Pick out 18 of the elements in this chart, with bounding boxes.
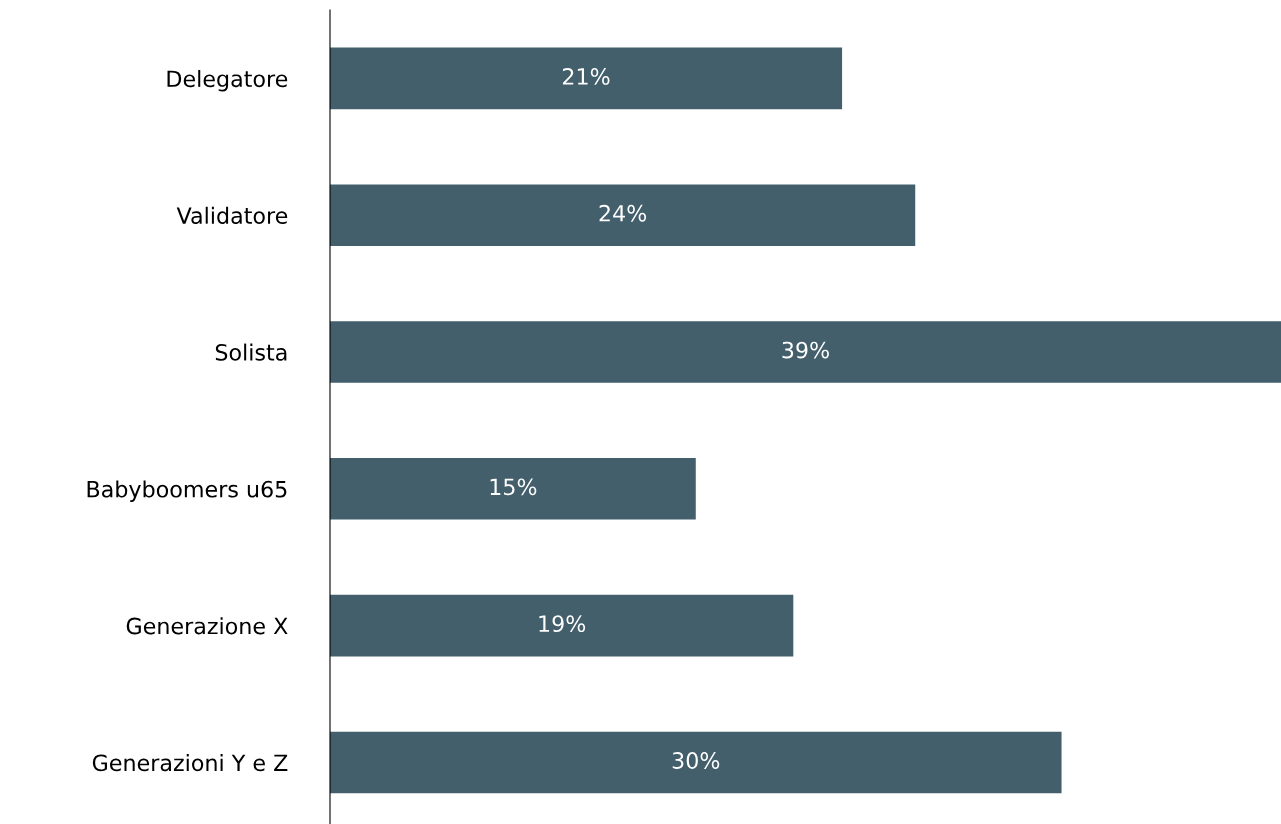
data-label: 19% — [539, 615, 586, 633]
bar — [330, 594, 794, 657]
y-tick-label: Generazioni Y e Z — [92, 753, 288, 772]
data-label: 24% — [599, 204, 647, 222]
data-label: 30% — [672, 752, 720, 769]
data-label: 39% — [782, 341, 829, 359]
bar — [330, 458, 696, 520]
bar — [330, 321, 1281, 383]
bar — [330, 47, 843, 110]
bar — [330, 731, 1062, 794]
data-label: 15% — [490, 478, 537, 496]
y-tick-label: Validatore — [176, 206, 288, 224]
bar — [330, 184, 916, 246]
y-tick-label: Generazione X — [126, 617, 288, 635]
y-tick-label: Babyboomers u65 — [87, 480, 287, 502]
data-label: 21% — [562, 68, 610, 85]
y-tick-label: Solista — [215, 343, 287, 361]
y-tick-label: Delegatore — [167, 69, 288, 92]
